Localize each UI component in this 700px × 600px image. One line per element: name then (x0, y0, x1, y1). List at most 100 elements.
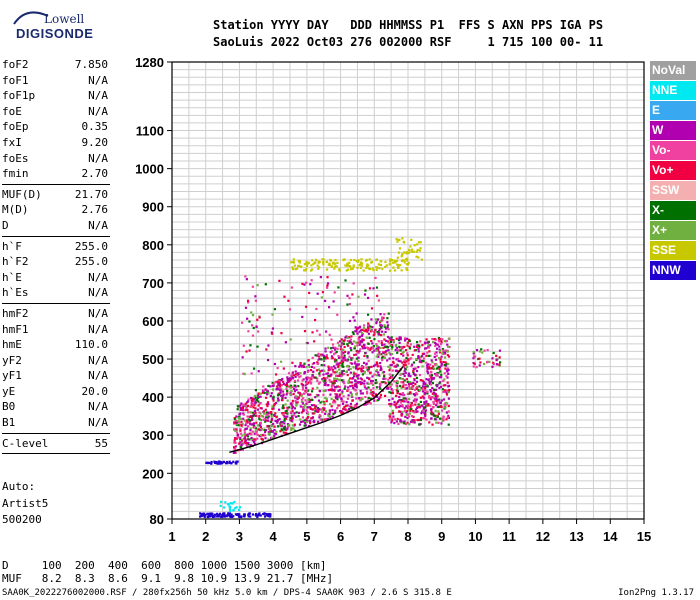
echo-point (375, 343, 378, 346)
x-tick-label: 13 (569, 529, 583, 544)
echo-point (442, 398, 446, 401)
echo-point (292, 392, 295, 396)
echo-point (233, 428, 236, 431)
echo-point (286, 408, 289, 411)
echo-point (406, 344, 409, 347)
echo-point (303, 371, 306, 374)
echo-point (256, 424, 260, 427)
echo-point (280, 398, 284, 402)
echo-point (431, 361, 434, 364)
echo-point (366, 368, 369, 372)
echo-point (245, 278, 248, 281)
echo-point (335, 394, 338, 397)
echo-point (416, 393, 419, 396)
echo-point (263, 512, 266, 515)
echo-point (402, 240, 405, 243)
echo-point (207, 513, 210, 516)
echo-point (401, 404, 404, 407)
echo-point (435, 363, 438, 366)
echo-point (280, 360, 283, 363)
echo-point (314, 405, 318, 408)
echo-point (403, 251, 406, 254)
echo-point (387, 381, 390, 384)
echo-point (401, 237, 404, 240)
echo-point (340, 359, 344, 362)
echo-point (448, 337, 451, 340)
echo-point (254, 430, 257, 433)
echo-point (374, 328, 377, 331)
echo-point (253, 398, 256, 401)
echo-point (358, 350, 361, 353)
echo-point (436, 367, 439, 370)
echo-point (326, 286, 329, 289)
echo-point (383, 325, 386, 328)
echo-point (438, 382, 441, 385)
echo-point (316, 264, 319, 267)
echo-point (406, 251, 409, 254)
echo-point (367, 370, 370, 373)
echo-point (415, 376, 419, 380)
echo-point (325, 355, 328, 358)
echo-point (257, 404, 260, 407)
echo-point (360, 365, 364, 368)
echo-point (283, 419, 286, 422)
echo-point (405, 422, 408, 426)
echo-point (303, 269, 306, 272)
echo-point (241, 434, 244, 437)
echo-point (412, 372, 416, 376)
echo-point (274, 381, 277, 384)
echo-point (398, 336, 401, 339)
echo-point (300, 364, 303, 367)
echo-point (218, 512, 222, 515)
echo-point (355, 365, 358, 368)
echo-point (358, 343, 361, 346)
echo-point (488, 360, 491, 363)
echo-point (309, 393, 312, 396)
echo-point (376, 395, 379, 398)
echo-point (234, 419, 238, 422)
echo-point (325, 397, 328, 401)
echo-point (259, 412, 262, 415)
echo-point (363, 384, 366, 388)
y-tick-label: 1000 (135, 162, 164, 177)
echo-point (264, 396, 268, 399)
echo-point (272, 399, 275, 402)
echo-point (391, 409, 394, 413)
echo-point (313, 318, 317, 322)
echo-point (316, 361, 319, 364)
echo-point (366, 313, 370, 316)
echo-point (326, 357, 329, 360)
echo-point (327, 346, 330, 349)
echo-point (410, 248, 414, 251)
echo-point (243, 431, 246, 434)
y-tick-label: 300 (142, 428, 164, 443)
echo-point (398, 337, 401, 340)
echo-point (399, 360, 402, 363)
echo-point (334, 346, 337, 349)
echo-point (279, 424, 282, 427)
echo-point (237, 513, 240, 516)
echo-point (383, 338, 386, 341)
echo-point (345, 370, 348, 373)
echo-point (409, 382, 412, 385)
echo-point (388, 351, 391, 354)
echo-point (372, 394, 375, 398)
echo-point (320, 363, 323, 367)
echo-point (254, 295, 257, 298)
echo-point (339, 410, 342, 413)
echo-point (208, 515, 211, 518)
echo-point (272, 422, 275, 426)
echo-point (217, 462, 220, 465)
echo-point (262, 389, 265, 392)
echo-point (417, 350, 420, 353)
echo-point (366, 330, 369, 333)
echo-point (412, 399, 415, 402)
echo-point (384, 353, 387, 356)
echo-point (445, 411, 449, 414)
echo-point (293, 390, 296, 393)
echo-point (368, 258, 371, 261)
param-separator (2, 235, 110, 237)
echo-point (345, 401, 348, 404)
echo-point (353, 372, 356, 375)
echo-point (252, 406, 255, 409)
